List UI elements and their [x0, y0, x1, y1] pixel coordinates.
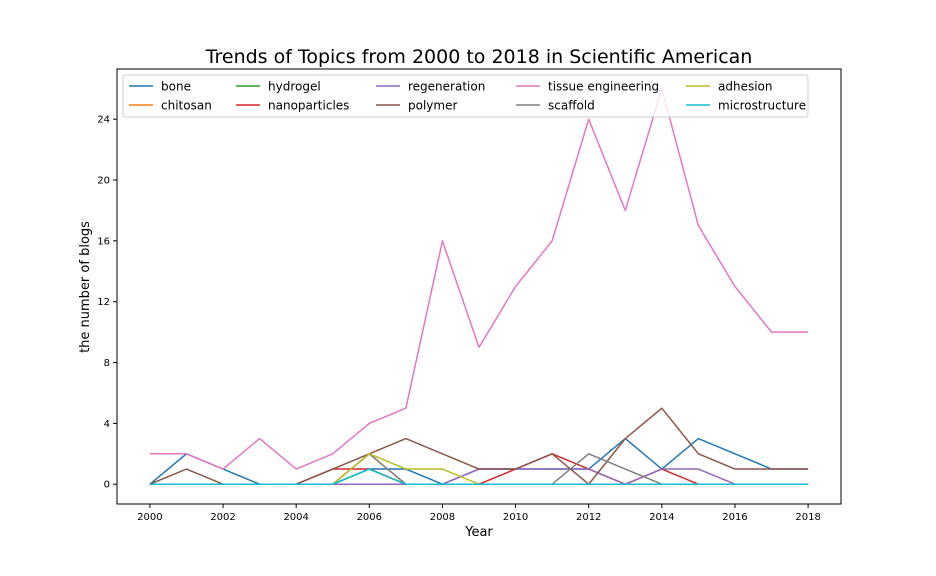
- series-line-hydrogel: [149, 468, 809, 485]
- legend: bone chitosan hydrogel nanoparticles regener…: [122, 74, 809, 118]
- x-tick-label: 2006: [357, 512, 382, 523]
- y-tick-label: 0: [104, 480, 110, 491]
- x-axis-label: Year: [464, 525, 493, 540]
- x-axis: 2000 2002 2004 2006 2008 2010 2012 2014 2016 2018: [137, 504, 821, 523]
- legend-label-scaffold: scaffold: [548, 99, 595, 113]
- legend-label-tissue-engineering: tissue engineering: [548, 80, 659, 94]
- legend-label-nanoparticles: nanoparticles: [268, 99, 349, 113]
- y-tick-label: 8: [104, 358, 110, 369]
- y-tick-label: 24: [97, 115, 110, 126]
- series-line-regeneration: [149, 468, 809, 485]
- y-tick-label: 20: [97, 176, 110, 187]
- chart-title: Trends of Topics from 2000 to 2018 in Sc…: [205, 46, 753, 68]
- series-line-tissue-engineering: [149, 88, 809, 470]
- legend-label-microstructure: microstructure: [718, 99, 806, 113]
- y-axis: 0 4 8 12 16 20 24: [97, 115, 117, 491]
- y-axis-label: the number of blogs: [78, 221, 93, 353]
- x-tick-label: 2000: [137, 512, 162, 523]
- x-tick-label: 2004: [283, 512, 308, 523]
- legend-label-adhesion: adhesion: [718, 80, 773, 94]
- series-lines: [149, 88, 809, 485]
- y-tick-label: 4: [104, 419, 110, 430]
- legend-label-polymer: polymer: [408, 99, 457, 113]
- series-line-microstructure: [149, 468, 809, 485]
- x-tick-label: 2016: [722, 512, 747, 523]
- x-tick-label: 2002: [210, 512, 235, 523]
- legend-label-regeneration: regeneration: [408, 80, 485, 94]
- legend-label-chitosan: chitosan: [161, 99, 212, 113]
- plot-area-frame: [116, 68, 842, 505]
- x-tick-label: 2012: [576, 512, 601, 523]
- y-tick-label: 16: [97, 236, 110, 247]
- x-tick-label: 2010: [503, 512, 528, 523]
- x-tick-label: 2008: [430, 512, 455, 523]
- legend-label-bone: bone: [161, 80, 191, 94]
- series-line-bone: [149, 437, 809, 485]
- x-tick-label: 2014: [649, 512, 674, 523]
- legend-box: [122, 74, 809, 118]
- legend-label-hydrogel: hydrogel: [268, 80, 321, 94]
- y-tick-label: 12: [97, 297, 110, 308]
- x-tick-label: 2018: [795, 512, 820, 523]
